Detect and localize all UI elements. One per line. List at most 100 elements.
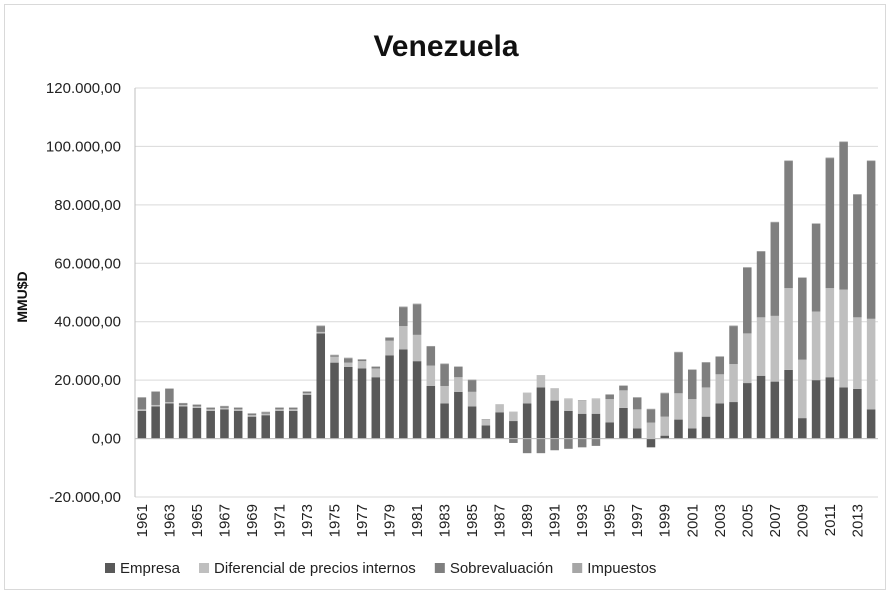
y-tick-label: 120.000,00	[46, 80, 121, 97]
bar-sobrevaluaci-n	[426, 346, 436, 366]
bar-empresa	[564, 410, 573, 439]
bar-sobrevaluaci-n	[577, 438, 587, 448]
bar-sobrevaluaci-n	[467, 380, 477, 392]
bar-diferencial-de-precios-internos	[275, 409, 284, 411]
bar-impuestos	[784, 160, 793, 162]
bar-diferencial-de-precios-internos	[233, 409, 243, 411]
bar-impuestos	[770, 221, 780, 223]
bar-sobrevaluaci-n	[632, 397, 642, 410]
bar-diferencial-de-precios-internos	[729, 364, 738, 403]
bar-impuestos	[151, 391, 160, 392]
bar-sobrevaluaci-n	[440, 364, 449, 386]
bar-impuestos	[261, 411, 270, 413]
bar-diferencial-de-precios-internos	[577, 400, 587, 414]
bar-diferencial-de-precios-internos	[825, 288, 835, 378]
bar-impuestos	[646, 408, 656, 410]
y-tick-labels: -20.000,00 0,00 20.000,00 40.000,00 60.000,0…	[46, 80, 121, 506]
bar-impuestos	[825, 157, 835, 159]
x-tick-label: 2011	[822, 504, 839, 536]
x-tick-label: 1963	[161, 504, 178, 537]
x-tick-label: 1977	[354, 504, 371, 537]
bar-empresa	[288, 410, 298, 439]
bar-impuestos	[165, 388, 174, 389]
legend-swatch	[434, 563, 445, 573]
bar-sobrevaluaci-n	[412, 304, 422, 335]
bar-empresa	[866, 409, 876, 439]
bar-sobrevaluaci-n	[275, 407, 284, 410]
bar-diferencial-de-precios-internos	[302, 393, 312, 395]
bar-diferencial-de-precios-internos	[784, 288, 793, 370]
bar-diferencial-de-precios-internos	[316, 331, 326, 334]
bar-empresa	[302, 394, 312, 439]
bar-sobrevaluaci-n	[344, 358, 353, 363]
bar-empresa	[811, 380, 821, 439]
bar-sobrevaluaci-n	[536, 438, 546, 454]
bar-diferencial-de-precios-internos	[344, 362, 353, 367]
x-tick-label: 1979	[382, 504, 399, 537]
bar-impuestos	[660, 392, 669, 394]
bar-empresa	[550, 400, 559, 439]
x-tick-label: 1997	[629, 504, 646, 537]
bar-diferencial-de-precios-internos	[632, 409, 642, 429]
bar-sobrevaluaci-n	[302, 391, 312, 394]
bar-sobrevaluaci-n	[151, 391, 160, 405]
x-tick-label: 1965	[189, 504, 206, 537]
bar-diferencial-de-precios-internos	[798, 359, 807, 419]
grid-layer	[135, 87, 878, 498]
bar-sobrevaluaci-n	[233, 407, 243, 410]
bar-sobrevaluaci-n	[564, 438, 573, 449]
bar-sobrevaluaci-n	[509, 438, 518, 443]
bar-diferencial-de-precios-internos	[605, 399, 614, 423]
bar-impuestos	[701, 362, 711, 363]
bar-impuestos	[330, 354, 339, 356]
bar-impuestos	[577, 400, 587, 401]
bar-impuestos	[591, 398, 601, 400]
bar-empresa	[674, 419, 683, 439]
bar-sobrevaluaci-n	[853, 194, 862, 318]
bar-sobrevaluaci-n	[866, 161, 876, 319]
bar-diferencial-de-precios-internos	[426, 365, 436, 386]
bar-diferencial-de-precios-internos	[467, 391, 477, 407]
chart-title: Venezuela	[373, 30, 518, 63]
bar-impuestos	[866, 160, 876, 162]
legend-label: Sobrevaluación	[450, 560, 553, 577]
legend: Empresa Diferencial de precios internos So…	[105, 560, 656, 577]
bar-impuestos	[495, 404, 504, 405]
bar-empresa	[825, 377, 835, 439]
bar-impuestos	[811, 223, 821, 224]
bar-sobrevaluaci-n	[687, 369, 697, 400]
bar-diferencial-de-precios-internos	[371, 368, 381, 378]
bar-impuestos	[798, 277, 807, 278]
bar-impuestos	[522, 392, 532, 394]
bar-sobrevaluaci-n	[729, 326, 738, 365]
bar-diferencial-de-precios-internos	[564, 399, 573, 411]
x-tick-label: 2007	[767, 504, 784, 537]
x-tick-labels: 1961 1963 1965 1967 1969 1971 1973 1975 1977 1979…	[134, 504, 866, 537]
bar-impuestos	[137, 397, 147, 398]
bar-diferencial-de-precios-internos	[522, 393, 532, 404]
legend-label: Diferencial de precios internos	[214, 560, 416, 577]
bar-sobrevaluaci-n	[550, 438, 559, 451]
bar-impuestos	[316, 325, 326, 327]
x-tick-label: 1969	[244, 504, 261, 537]
bar-empresa	[632, 428, 642, 439]
legend-swatch	[572, 563, 583, 573]
bar-diferencial-de-precios-internos	[288, 409, 298, 411]
bar-empresa	[646, 438, 656, 448]
bar-empresa	[467, 406, 477, 439]
x-tick-label: 1961	[134, 504, 151, 537]
bar-impuestos	[550, 388, 559, 389]
x-tick-label: 2005	[739, 504, 756, 537]
bar-diferencial-de-precios-internos	[550, 388, 559, 401]
bar-empresa	[316, 333, 326, 439]
chart-frame: Venezuela MMU$D -20.000,00 0,00 20.000,00 4…	[4, 4, 886, 590]
bar-diferencial-de-precios-internos	[151, 404, 160, 407]
x-tick-label: 2001	[684, 504, 701, 537]
bar-sobrevaluaci-n	[660, 393, 669, 417]
bar-sobrevaluaci-n	[357, 359, 367, 362]
bar-impuestos	[839, 141, 848, 143]
bar-impuestos	[233, 407, 243, 408]
legend-label: Empresa	[120, 560, 181, 577]
bar-diferencial-de-precios-internos	[591, 399, 601, 414]
bar-empresa	[247, 416, 257, 439]
